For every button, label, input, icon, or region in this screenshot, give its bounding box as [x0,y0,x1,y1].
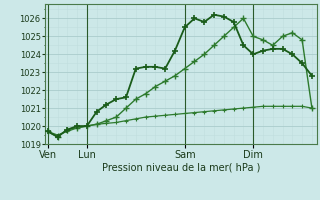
X-axis label: Pression niveau de la mer( hPa ): Pression niveau de la mer( hPa ) [102,162,260,172]
